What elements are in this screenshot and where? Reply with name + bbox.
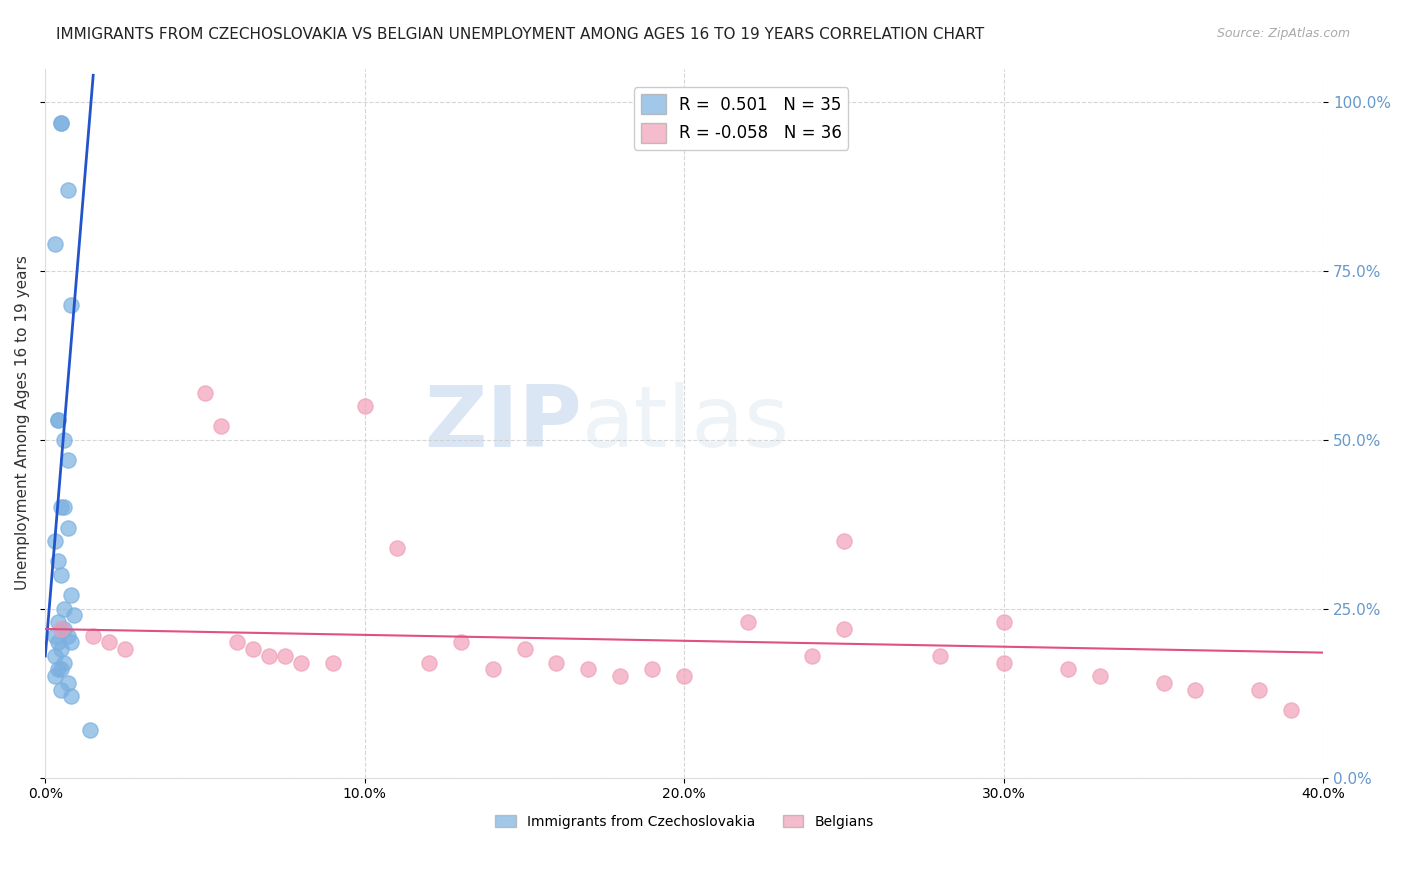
Point: [56, 453, 79, 467]
Point: [44, 648, 66, 663]
Point: [51, 500, 73, 515]
Point: [209, 419, 232, 434]
Point: [59, 635, 82, 649]
Point: [79, 723, 101, 738]
Point: [257, 648, 280, 663]
Point: [59, 690, 82, 704]
Point: [98, 635, 121, 649]
Point: [274, 648, 297, 663]
Point: [44, 669, 66, 683]
Point: [737, 615, 759, 630]
Point: [993, 656, 1015, 670]
Point: [59, 588, 82, 602]
Point: [56, 676, 79, 690]
Point: [53, 500, 76, 515]
Text: Source: ZipAtlas.com: Source: ZipAtlas.com: [1216, 27, 1350, 40]
Point: [1153, 676, 1175, 690]
Point: [1279, 703, 1302, 717]
Point: [1056, 663, 1078, 677]
Point: [481, 663, 503, 677]
Point: [51, 663, 73, 677]
Point: [51, 642, 73, 657]
Point: [56, 629, 79, 643]
Point: [46, 663, 69, 677]
Point: [44, 534, 66, 549]
Point: [46, 615, 69, 630]
Point: [114, 642, 136, 657]
Point: [56, 521, 79, 535]
Point: [51, 622, 73, 636]
Point: [353, 399, 375, 413]
Text: ZIP: ZIP: [425, 382, 582, 465]
Point: [51, 568, 73, 582]
Y-axis label: Unemployment Among Ages 16 to 19 years: Unemployment Among Ages 16 to 19 years: [15, 256, 30, 591]
Point: [1184, 682, 1206, 697]
Point: [44, 629, 66, 643]
Point: [322, 656, 344, 670]
Legend: Immigrants from Czechoslovakia, Belgians: Immigrants from Czechoslovakia, Belgians: [489, 809, 879, 834]
Point: [242, 642, 264, 657]
Point: [46, 412, 69, 426]
Point: [673, 669, 696, 683]
Point: [82, 629, 104, 643]
Point: [53, 433, 76, 447]
Point: [832, 622, 855, 636]
Point: [641, 663, 664, 677]
Point: [63, 608, 86, 623]
Point: [51, 115, 73, 129]
Point: [1249, 682, 1271, 697]
Point: [385, 541, 408, 555]
Point: [194, 385, 217, 400]
Point: [928, 648, 950, 663]
Point: [46, 635, 69, 649]
Text: atlas: atlas: [582, 382, 790, 465]
Point: [450, 635, 472, 649]
Point: [513, 642, 536, 657]
Point: [1088, 669, 1111, 683]
Point: [832, 534, 855, 549]
Point: [46, 554, 69, 568]
Point: [53, 622, 76, 636]
Point: [51, 115, 73, 129]
Point: [44, 237, 66, 252]
Point: [51, 622, 73, 636]
Point: [546, 656, 568, 670]
Point: [801, 648, 824, 663]
Point: [56, 183, 79, 197]
Point: [226, 635, 249, 649]
Point: [53, 601, 76, 615]
Point: [418, 656, 440, 670]
Point: [46, 412, 69, 426]
Point: [609, 669, 631, 683]
Point: [993, 615, 1015, 630]
Point: [53, 656, 76, 670]
Point: [51, 682, 73, 697]
Point: [290, 656, 312, 670]
Text: IMMIGRANTS FROM CZECHOSLOVAKIA VS BELGIAN UNEMPLOYMENT AMONG AGES 16 TO 19 YEARS: IMMIGRANTS FROM CZECHOSLOVAKIA VS BELGIA…: [56, 27, 984, 42]
Point: [59, 298, 82, 312]
Point: [578, 663, 600, 677]
